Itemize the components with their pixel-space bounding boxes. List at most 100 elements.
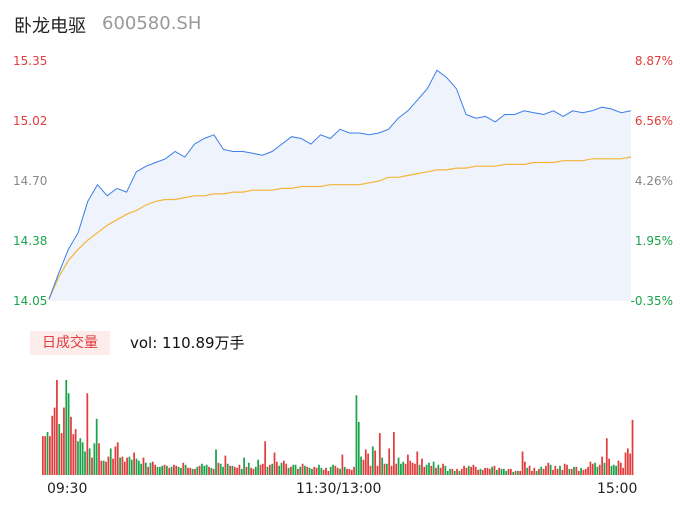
volume-bar [444,465,447,475]
volume-bar [81,442,84,475]
volume-bar [116,442,119,475]
volume-bar [222,466,224,475]
volume-bar [261,463,264,475]
volume-bar [442,463,444,475]
volume-bar [140,463,143,475]
stock-code: 600580.SH [102,13,202,34]
volume-bar [491,466,493,475]
volume-bar [137,460,140,475]
volume-bar [428,462,430,475]
volume-bar [622,467,625,475]
volume-bar [591,463,594,475]
volume-bar [114,446,117,475]
volume-bar [587,466,589,475]
volume-bar [285,463,288,475]
volume-bar [156,466,159,475]
volume-bar [266,466,269,475]
volume-bar [247,462,250,475]
volume-bar [463,465,465,475]
volume-bar [126,457,128,475]
volume-bar [549,464,552,475]
volume-bar [189,467,192,475]
volume-bar [112,458,114,475]
volume-bar [320,467,323,475]
volume-bar [414,463,416,475]
volume-bar [93,443,96,475]
volume-bar [142,457,145,475]
volume-bar [245,466,248,475]
volume-bar [297,468,299,475]
volume-bar [407,454,409,475]
volume-bar [421,458,423,475]
volume-bar [390,465,393,475]
volume-bar [173,464,175,475]
volume-bar [336,467,339,475]
volume-bar [70,416,72,475]
volume-bar [170,466,173,475]
volume-bar [535,470,538,475]
volume-bar [364,449,367,475]
price-line [48,69,632,300]
volume-bar [290,466,292,475]
volume-bar [411,462,414,475]
y-right-tick-0: 8.87% [634,54,673,68]
volume-bar [465,467,468,475]
volume-bar [250,467,252,475]
volume-bar [327,470,330,475]
volume-bar [294,464,297,475]
volume-bar [259,464,262,475]
volume-bar [540,466,543,475]
volume-bar [60,433,63,475]
volume-bar [603,462,606,475]
volume-bar [161,465,164,475]
volume-bar [184,464,187,475]
price-area-fill [49,70,631,301]
volume-bar [580,467,582,475]
volume-bar [371,446,374,475]
volume-bar [545,465,547,475]
volume-bar [144,462,147,475]
volume-bar [343,466,346,475]
volume-bar [46,432,49,475]
volume-bar [631,419,634,475]
volume-bar [208,466,210,475]
volume-bar [322,469,325,475]
volume-bar [74,429,77,475]
volume-bar [402,461,405,475]
volume-bar [624,452,627,475]
volume-bar [619,462,622,475]
volume-bar [159,466,161,475]
volume-badge[interactable]: 日成交量 [30,331,110,355]
volume-bar [313,466,316,475]
volume-bar [180,467,182,475]
volume-bar [605,438,608,475]
volume-bar [608,458,610,475]
volume-bar [210,467,213,475]
volume-bar [500,468,503,475]
volume-bar [271,463,274,475]
volume-bar [194,468,196,475]
volume-bar [348,468,351,475]
volume-bar [212,468,215,475]
volume-bar [385,463,388,475]
volume-bar [226,463,229,475]
volume-bar [329,466,332,475]
volume-bar [383,463,386,475]
volume-bar [133,452,135,475]
volume-bar [493,465,496,475]
volume-bar [568,468,571,475]
volume-bar [203,465,206,475]
volume-bar [430,465,433,475]
volume-bar [229,465,231,475]
volume-bar [299,466,302,475]
volume-bar [252,468,255,475]
volume-bar [283,460,285,475]
volume-bar [559,465,561,475]
volume-bar [531,470,533,475]
volume-bar [196,466,199,475]
volume-bar [287,467,290,475]
volume-bar [521,451,524,475]
volume-bar [238,464,241,475]
volume-bar [563,463,566,475]
